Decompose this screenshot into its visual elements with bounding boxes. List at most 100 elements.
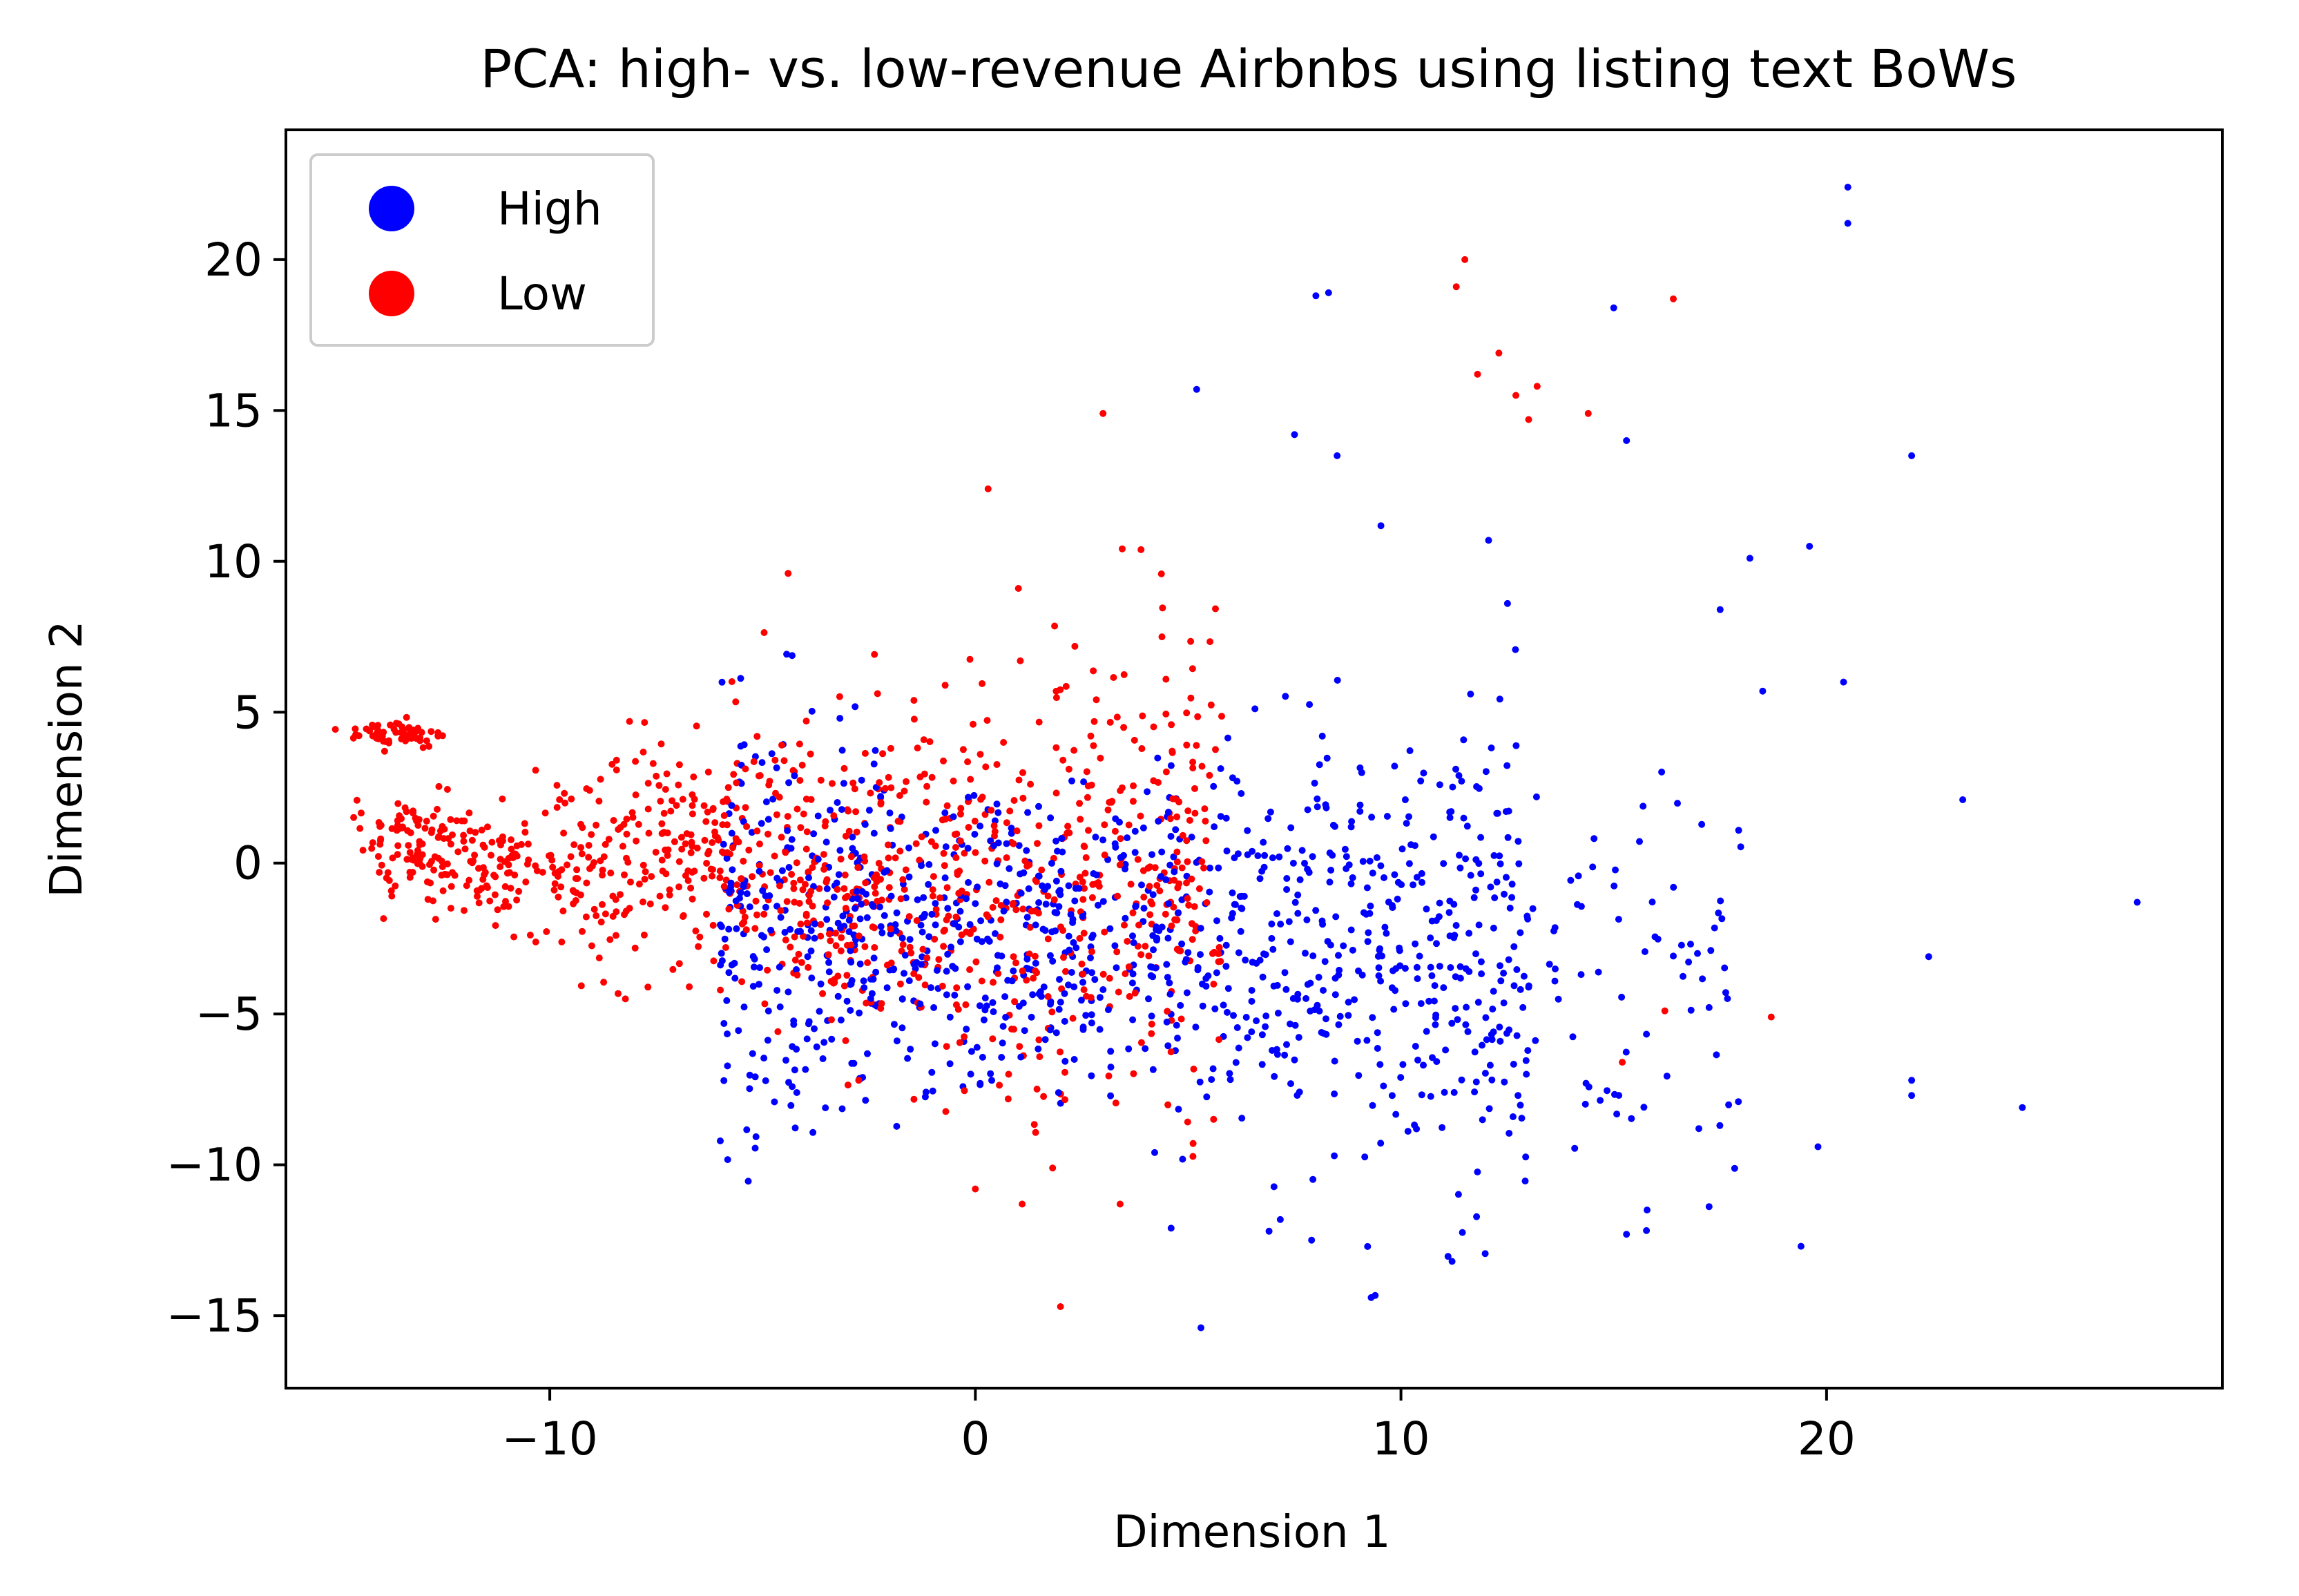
low-point bbox=[1187, 694, 1195, 702]
low-point bbox=[454, 848, 462, 856]
low-point bbox=[1215, 1036, 1223, 1044]
low-point bbox=[1097, 754, 1104, 762]
high-point bbox=[1222, 963, 1230, 970]
low-point bbox=[1158, 633, 1166, 641]
high-point bbox=[1389, 967, 1396, 974]
low-point bbox=[617, 891, 624, 898]
y-tick-label: 10 bbox=[204, 535, 262, 588]
high-point bbox=[1203, 1093, 1211, 1101]
high-point bbox=[1508, 894, 1516, 901]
low-point bbox=[822, 818, 829, 825]
high-point bbox=[1488, 1036, 1496, 1044]
high-point bbox=[1068, 777, 1075, 785]
low-point bbox=[1034, 840, 1041, 847]
high-point bbox=[1508, 881, 1516, 888]
low-point bbox=[1010, 953, 1017, 961]
high-point bbox=[1381, 874, 1387, 881]
low-point bbox=[964, 758, 972, 766]
high-point bbox=[1023, 914, 1031, 921]
low-point bbox=[1191, 785, 1198, 792]
low-point bbox=[753, 911, 760, 919]
high-point bbox=[1721, 964, 1729, 972]
high-point bbox=[787, 1102, 795, 1109]
high-point bbox=[1111, 942, 1119, 950]
high-point bbox=[1174, 1035, 1181, 1042]
low-point bbox=[1202, 837, 1210, 845]
low-point bbox=[993, 761, 1001, 768]
low-point bbox=[941, 682, 949, 689]
high-point bbox=[1155, 818, 1162, 825]
high-point bbox=[1474, 1169, 1481, 1175]
low-point bbox=[549, 863, 557, 871]
high-point bbox=[1227, 1076, 1234, 1084]
high-point bbox=[1125, 1045, 1133, 1052]
low-point bbox=[678, 845, 686, 853]
high-point bbox=[1163, 1018, 1171, 1026]
low-point bbox=[981, 857, 989, 865]
low-point bbox=[844, 892, 851, 900]
high-point bbox=[725, 969, 733, 977]
high-point bbox=[1309, 853, 1316, 861]
high-point bbox=[1514, 1092, 1522, 1099]
low-point bbox=[844, 1081, 852, 1089]
high-point bbox=[1233, 778, 1241, 785]
high-point bbox=[1452, 1005, 1459, 1012]
low-point bbox=[1023, 977, 1030, 984]
high-point bbox=[1230, 1012, 1237, 1019]
high-point bbox=[1581, 1100, 1589, 1108]
high-point bbox=[1193, 385, 1200, 393]
low-point bbox=[1164, 1008, 1171, 1015]
high-point bbox=[916, 1000, 924, 1008]
high-point bbox=[1404, 1128, 1412, 1135]
high-point bbox=[1175, 1106, 1182, 1113]
high-point bbox=[1171, 868, 1178, 876]
high-point bbox=[1268, 934, 1276, 942]
low-point bbox=[561, 789, 568, 797]
low-point bbox=[675, 858, 683, 865]
high-point bbox=[1369, 1014, 1376, 1021]
high-point bbox=[1496, 695, 1503, 703]
low-point bbox=[632, 791, 639, 798]
low-point bbox=[1121, 921, 1128, 929]
low-point bbox=[711, 819, 719, 827]
high-point bbox=[1589, 863, 1597, 871]
low-point bbox=[1070, 747, 1078, 754]
low-point bbox=[997, 916, 1005, 923]
high-point bbox=[808, 974, 816, 982]
low-point bbox=[910, 1095, 918, 1103]
high-point bbox=[1369, 1102, 1376, 1109]
low-point bbox=[940, 943, 948, 950]
high-point bbox=[1444, 1253, 1452, 1260]
high-point bbox=[725, 925, 733, 933]
low-point bbox=[626, 718, 633, 725]
low-point bbox=[1124, 938, 1131, 945]
high-point bbox=[1694, 950, 1701, 957]
high-point bbox=[1163, 961, 1171, 968]
low-point bbox=[1185, 901, 1193, 909]
low-point bbox=[1101, 928, 1108, 936]
low-point bbox=[896, 980, 904, 988]
low-point bbox=[838, 934, 845, 941]
high-point bbox=[1153, 923, 1160, 931]
low-point bbox=[600, 853, 608, 861]
low-point bbox=[842, 832, 849, 840]
low-point bbox=[662, 786, 669, 793]
low-point bbox=[664, 852, 671, 859]
high-point bbox=[1262, 1012, 1270, 1020]
low-point bbox=[760, 629, 768, 636]
low-point bbox=[700, 874, 708, 882]
high-point bbox=[977, 823, 984, 830]
high-point bbox=[1258, 1061, 1266, 1068]
high-point bbox=[1604, 1087, 1610, 1095]
low-point bbox=[394, 817, 401, 825]
low-point bbox=[470, 857, 477, 865]
high-point bbox=[942, 843, 950, 851]
low-point bbox=[513, 896, 521, 904]
high-point bbox=[1680, 972, 1686, 980]
low-point bbox=[830, 812, 838, 820]
low-point bbox=[543, 928, 550, 935]
low-point bbox=[871, 944, 878, 951]
high-point bbox=[869, 975, 877, 983]
low-point bbox=[771, 756, 779, 764]
high-point bbox=[1615, 1092, 1623, 1099]
